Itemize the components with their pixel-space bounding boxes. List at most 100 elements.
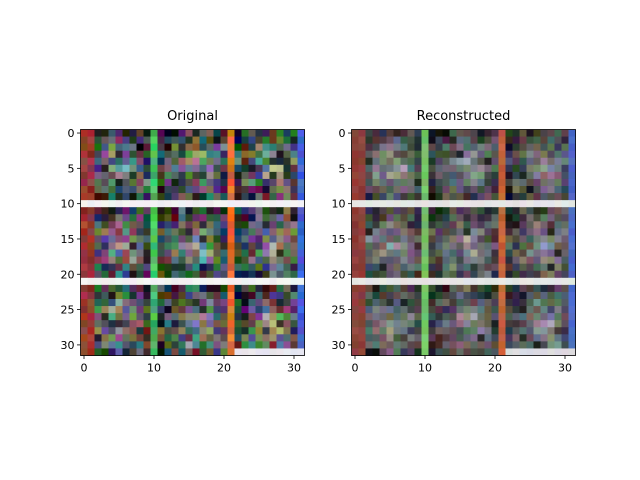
reconstructed-pixel [540, 341, 548, 349]
original-pixel [192, 284, 200, 293]
original-pixel [290, 193, 298, 201]
original-pixel [283, 306, 291, 314]
reconstructed-pixel [372, 313, 380, 321]
reconstructed-pixel [491, 291, 499, 300]
reconstructed-pixel [351, 320, 359, 328]
original-pixel [129, 270, 137, 279]
original-pixel [276, 291, 284, 300]
reconstructed-pixel [512, 341, 520, 349]
reconstructed-pixel [512, 178, 520, 187]
original-pixel [150, 164, 158, 173]
reconstructed-pixel [351, 256, 359, 265]
original-pixel [136, 150, 144, 159]
original-pixel [80, 270, 88, 279]
original-pixel [276, 249, 284, 258]
original-pixel [150, 313, 158, 321]
original-pixel [262, 270, 270, 279]
reconstructed-pixel [407, 200, 415, 208]
reconstructed-pixel [463, 214, 471, 222]
original-pixel [199, 228, 207, 236]
original-pixel [276, 193, 284, 201]
reconstructed-pixel [365, 334, 373, 342]
original-pixel [80, 178, 88, 187]
original-pixel [122, 178, 130, 187]
reconstructed-pixel [365, 221, 373, 229]
reconstructed-pixel [540, 334, 548, 342]
reconstructed-pixel [393, 221, 401, 229]
original-pixel [136, 306, 144, 314]
original-pixel [150, 150, 158, 159]
original-pixel [220, 341, 228, 349]
reconstructed-pixel [470, 143, 478, 152]
reconstructed-pixel [386, 200, 394, 208]
reconstructed-pixel [568, 164, 576, 173]
original-pixel [80, 277, 88, 286]
reconstructed-pixel [456, 299, 464, 307]
original-pixel [80, 136, 88, 145]
reconstructed-pixel [400, 186, 408, 194]
reconstructed-pixel [547, 277, 555, 286]
reconstructed-pixel [491, 348, 499, 356]
original-pixel [136, 291, 144, 300]
reconstructed-pixel [470, 320, 478, 328]
original-pixel [206, 150, 214, 159]
original-pixel [269, 221, 277, 229]
original-pixel [199, 171, 207, 180]
reconstructed-pixel [561, 178, 569, 187]
reconstructed-pixel [512, 221, 520, 229]
reconstructed-pixel [498, 263, 506, 272]
original-pixel [241, 214, 249, 222]
original-pixel [234, 200, 242, 208]
original-pixel [234, 129, 242, 137]
original-pixel [143, 277, 151, 286]
reconstructed-pixel [456, 291, 464, 300]
original-pixel [178, 186, 186, 194]
reconstructed-pixel [512, 334, 520, 342]
original-pixel [129, 341, 137, 349]
original-pixel [234, 221, 242, 229]
original-pixel [283, 270, 291, 279]
original-pixel [164, 277, 172, 286]
reconstructed-pixel [358, 235, 366, 243]
reconstructed-pixel [421, 214, 429, 222]
original-pixel [122, 193, 130, 201]
reconstructed-pixel [449, 207, 457, 215]
original-pixel [164, 207, 172, 215]
original-pixel [199, 313, 207, 321]
original-pixel [234, 327, 242, 335]
reconstructed-pixel [365, 186, 373, 194]
reconstructed-pixel [435, 320, 443, 328]
reconstructed-pixel [568, 136, 576, 145]
original-pixel [220, 284, 228, 293]
original-pixel [80, 306, 88, 314]
reconstructed-pixel [554, 214, 562, 222]
reconstructed-pixel [358, 228, 366, 236]
reconstructed-pixel [526, 313, 534, 321]
original-pixel [136, 299, 144, 307]
reconstructed-pixel [484, 186, 492, 194]
original-pixel [171, 136, 179, 145]
reconstructed-pixel [540, 327, 548, 335]
original-pixel [185, 200, 193, 208]
reconstructed-pixel [379, 270, 387, 279]
reconstructed-pixel [463, 313, 471, 321]
original-pixel [227, 143, 235, 152]
reconstructed-pixel [568, 235, 576, 243]
reconstructed-pixel [491, 270, 499, 279]
reconstructed-pixel [421, 193, 429, 201]
original-pixel [220, 228, 228, 236]
original-pixel [143, 320, 151, 328]
reconstructed-pixel [372, 320, 380, 328]
reconstructed-pixel [498, 270, 506, 279]
original-pixel [129, 150, 137, 159]
reconstructed-pixel [547, 313, 555, 321]
original-pixel [80, 186, 88, 194]
original-pixel [150, 207, 158, 215]
reconstructed-pixel [477, 277, 485, 286]
reconstructed-pixel [547, 306, 555, 314]
reconstructed-pixel [547, 235, 555, 243]
reconstructed-pixel [470, 299, 478, 307]
reconstructed-pixel [386, 221, 394, 229]
reconstructed-pixel [505, 256, 513, 265]
original-pixel [157, 228, 165, 236]
